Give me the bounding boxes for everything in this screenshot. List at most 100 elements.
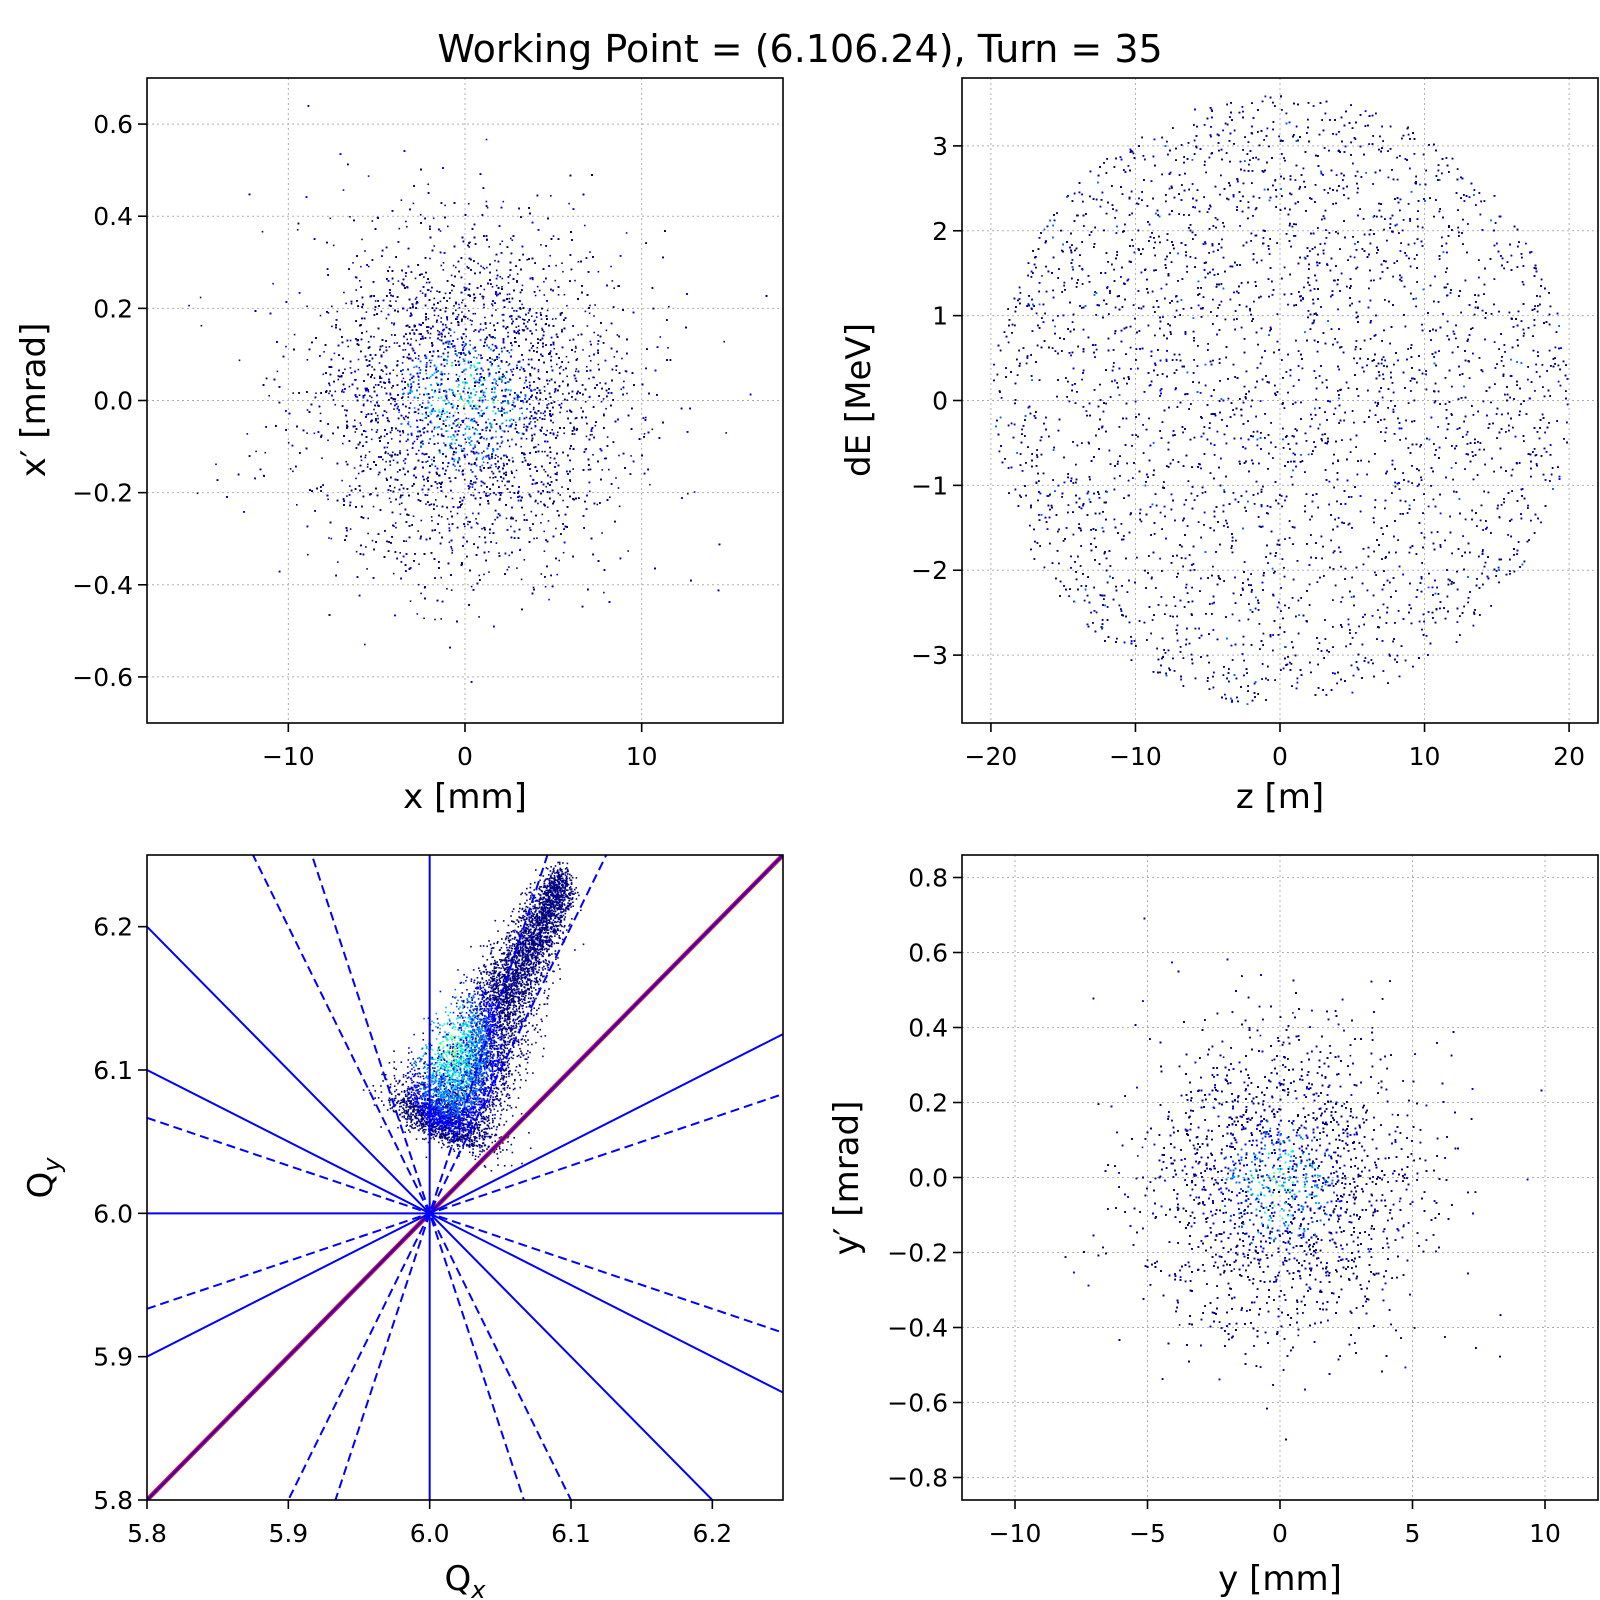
xx-particle	[486, 388, 488, 390]
xx-particle	[473, 313, 475, 315]
xx-particle	[476, 478, 478, 480]
xx-particle	[262, 231, 264, 233]
xx-particle	[422, 402, 424, 404]
xx-particle	[450, 335, 452, 337]
xx-particle	[439, 339, 441, 341]
xx-particle	[445, 419, 447, 421]
xx-particle	[523, 402, 525, 404]
xx-particle	[331, 306, 333, 308]
xx-particle	[436, 290, 438, 292]
xx-particle	[392, 452, 394, 454]
xx-particle	[467, 318, 469, 320]
xx-particle	[457, 338, 459, 340]
xx-particle	[425, 503, 427, 505]
xx-particle	[458, 304, 460, 306]
xx-particle	[468, 426, 470, 428]
xx-particle	[599, 382, 601, 384]
xx-particle	[543, 281, 545, 283]
xx-particle	[423, 485, 425, 487]
xx-particle	[519, 317, 521, 319]
xx-particle	[531, 315, 533, 317]
xx-particle	[455, 267, 457, 269]
xx-particle	[564, 294, 566, 296]
xx-particle	[397, 406, 399, 408]
xx-particle	[484, 392, 486, 394]
xx-particle	[605, 408, 607, 410]
xx-particle	[422, 420, 424, 422]
xx-particle	[644, 433, 646, 435]
xx-particle	[440, 384, 442, 386]
xx-particle	[482, 267, 484, 269]
xx-particle	[449, 412, 451, 414]
xx-particle	[413, 203, 415, 205]
xx-particle	[687, 493, 689, 495]
xx-particle	[338, 379, 340, 381]
xx-particle	[601, 532, 603, 534]
xx-particle	[434, 373, 436, 375]
xx-particle	[523, 426, 525, 428]
xx-particle	[428, 442, 430, 444]
xx-particle	[529, 527, 531, 529]
xx-particle	[645, 417, 647, 419]
xx-particle	[598, 364, 600, 366]
xx-particle	[384, 436, 386, 438]
xx-particle	[428, 318, 430, 320]
xx-particle	[530, 343, 532, 345]
xx-particle	[478, 386, 480, 388]
xx-particle	[405, 221, 407, 223]
xx-particle	[255, 451, 257, 453]
xx-particle	[652, 429, 654, 431]
xx-particle	[483, 329, 485, 331]
xx-particle	[448, 373, 450, 375]
xx-particle	[366, 331, 368, 333]
xx-particle	[453, 461, 455, 463]
xx-particle	[450, 436, 452, 438]
xx-particle	[492, 477, 494, 479]
xx-particle	[566, 356, 568, 358]
xx-particle	[468, 360, 470, 362]
xx-particle	[553, 235, 555, 237]
xx-particle	[433, 435, 435, 437]
xx-particle	[497, 456, 499, 458]
xx-particle	[468, 395, 470, 397]
xx-particle	[725, 432, 727, 434]
xx-particle	[499, 243, 501, 245]
xx-particle	[483, 438, 485, 440]
xx-particle	[548, 599, 550, 601]
xx-particle	[513, 310, 515, 312]
xx-particle	[589, 305, 591, 307]
xx-particle	[372, 540, 374, 542]
xx-particle	[558, 493, 560, 495]
xx-particle	[538, 444, 540, 446]
xx-grid	[147, 78, 783, 723]
xx-particle	[402, 349, 404, 351]
xx-particle	[524, 559, 526, 561]
xx-particle	[537, 503, 539, 505]
xx-particle	[373, 336, 375, 338]
xx-particle	[494, 260, 496, 262]
xx-particle	[365, 546, 367, 548]
xx-particle	[342, 389, 344, 391]
xx-particle	[523, 424, 525, 426]
xx-particle	[509, 491, 511, 493]
xx-particle	[485, 327, 487, 329]
xx-particle	[551, 429, 553, 431]
xx-particle	[394, 401, 396, 403]
xx-particle	[494, 458, 496, 460]
xx-particle	[399, 228, 401, 230]
xx-particle	[597, 334, 599, 336]
xx-particle	[482, 458, 484, 460]
xx-particle	[415, 357, 417, 359]
xx-particle	[368, 266, 370, 268]
xx-particle	[533, 409, 535, 411]
xx-particle	[440, 577, 442, 579]
xx-particle	[327, 440, 329, 442]
xx-particle	[606, 330, 608, 332]
xx-particle	[472, 401, 474, 403]
xx-particle	[511, 318, 513, 320]
xx-particle	[507, 332, 509, 334]
xx-particle	[355, 289, 357, 291]
xx-particle	[488, 571, 490, 573]
xx-particle	[333, 245, 335, 247]
xx-particle	[544, 390, 546, 392]
